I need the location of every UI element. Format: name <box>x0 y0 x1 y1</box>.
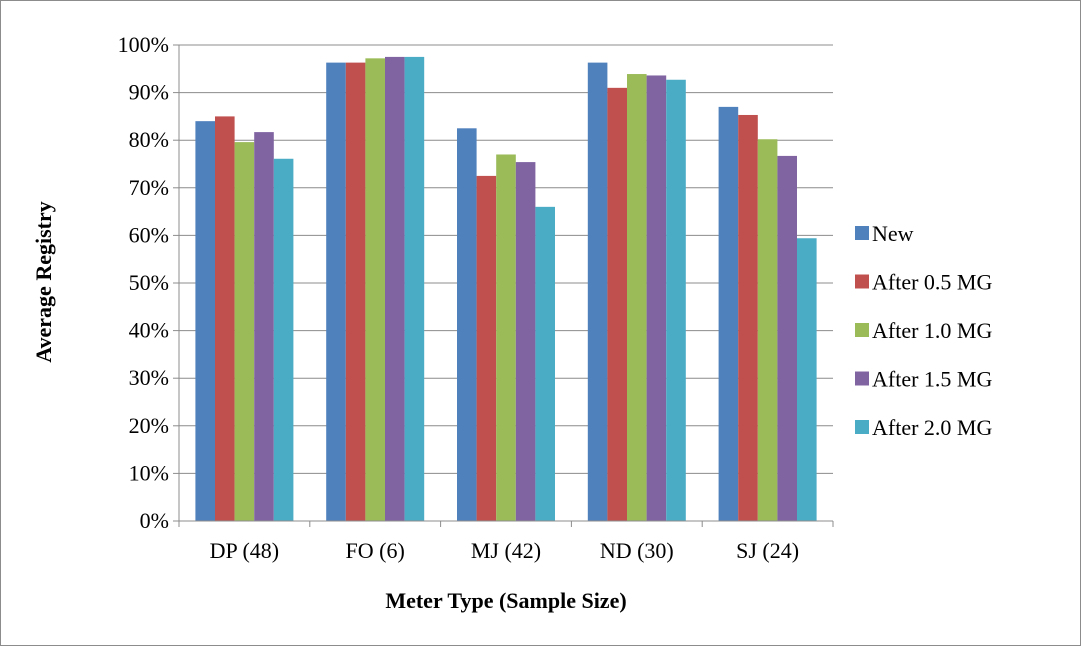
legend-swatch <box>855 371 869 386</box>
bar-after-2-0-mg-4 <box>666 79 686 522</box>
x-category-labels: DP (48) FO (6) MJ (42) ND (30) SJ (24) <box>210 538 799 563</box>
bar-after-1-5-mg-2 <box>385 56 405 522</box>
legend-label: New <box>872 221 914 246</box>
y-tick-label: 30% <box>129 365 169 390</box>
bar-new-4 <box>587 62 608 521</box>
bars <box>195 56 817 522</box>
bar-after-1-0-mg-5 <box>757 139 778 522</box>
axes <box>173 44 834 527</box>
y-tick-label: 90% <box>129 80 169 105</box>
x-category-label: ND (30) <box>600 538 674 563</box>
bar-new-1 <box>195 121 215 521</box>
bar-after-1-0-mg-3 <box>496 154 516 522</box>
bar-after-1-5-mg-4 <box>646 75 667 522</box>
legend-label: After 2.0 MG <box>872 415 992 440</box>
x-category-label: SJ (24) <box>736 538 799 563</box>
bar-after-0-5-mg-3 <box>476 175 497 521</box>
bar-after-1-5-mg-5 <box>777 155 797 521</box>
legend: New After 0.5 MG After 1.0 MG After 1.5 MG A… <box>855 221 992 440</box>
legend-swatch <box>855 226 869 240</box>
legend-swatch <box>855 420 869 434</box>
bar-after-2-0-mg-5 <box>797 238 817 522</box>
y-tick-labels: 0% 10% 20% 30% 40% 50% 60% 70% 80% 90% 100% <box>118 32 169 533</box>
bar-after-0-5-mg-5 <box>738 114 758 522</box>
bar-after-2-0-mg-1 <box>273 158 294 521</box>
bar-after-1-5-mg-3 <box>515 162 536 521</box>
y-tick-label: 70% <box>129 175 169 200</box>
bar-after-0-5-mg-1 <box>215 116 235 522</box>
x-category-label: MJ (42) <box>471 538 541 563</box>
bar-after-1-0-mg-4 <box>627 74 647 521</box>
x-axis-title: Meter Type (Sample Size) <box>385 588 626 613</box>
x-category-label: DP (48) <box>210 538 279 563</box>
bar-new-2 <box>326 62 346 521</box>
bar-new-3 <box>457 128 477 522</box>
bar-after-1-0-mg-2 <box>365 58 385 521</box>
y-tick-label: 10% <box>129 460 169 485</box>
legend-label: After 0.5 MG <box>872 270 992 295</box>
bar-after-1-5-mg-1 <box>254 132 274 521</box>
legend-swatch <box>855 274 869 289</box>
y-tick-label: 20% <box>129 413 169 438</box>
bar-after-1-0-mg-1 <box>234 142 255 521</box>
y-tick-label: 100% <box>118 32 169 57</box>
y-tick-label: 60% <box>129 222 169 247</box>
legend-label: After 1.5 MG <box>872 367 992 392</box>
bar-after-0-5-mg-4 <box>607 87 627 521</box>
y-tick-label: 0% <box>140 508 169 533</box>
y-axis-title: Average Registry <box>31 201 56 362</box>
legend-label: After 1.0 MG <box>872 318 992 343</box>
y-tick-label: 80% <box>129 127 169 152</box>
y-tick-label: 50% <box>129 270 169 295</box>
x-category-label: FO (6) <box>346 538 405 563</box>
bar-after-0-5-mg-2 <box>345 62 366 521</box>
bar-after-2-0-mg-2 <box>404 56 425 522</box>
bar-after-2-0-mg-3 <box>535 206 555 521</box>
bar-new-5 <box>718 106 739 521</box>
y-tick-label: 40% <box>129 318 169 343</box>
legend-swatch <box>855 323 869 337</box>
